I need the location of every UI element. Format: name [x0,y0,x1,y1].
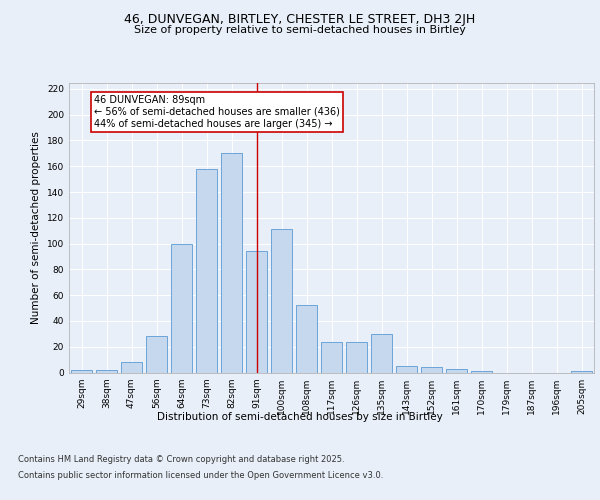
Bar [346,342,367,372]
Bar [321,342,342,372]
Text: 46, DUNVEGAN, BIRTLEY, CHESTER LE STREET, DH3 2JH: 46, DUNVEGAN, BIRTLEY, CHESTER LE STREET… [124,12,476,26]
Bar [196,169,217,372]
Bar [121,362,142,372]
Bar [396,366,417,372]
Bar [221,154,242,372]
Y-axis label: Number of semi-detached properties: Number of semi-detached properties [31,131,41,324]
Bar [271,230,292,372]
Bar [96,370,117,372]
Text: 46 DUNVEGAN: 89sqm
← 56% of semi-detached houses are smaller (436)
44% of semi-d: 46 DUNVEGAN: 89sqm ← 56% of semi-detache… [94,96,340,128]
Bar [446,368,467,372]
Bar [246,252,267,372]
Bar [471,371,492,372]
Bar [371,334,392,372]
Bar [171,244,192,372]
Text: Size of property relative to semi-detached houses in Birtley: Size of property relative to semi-detach… [134,25,466,35]
Bar [296,306,317,372]
Text: Distribution of semi-detached houses by size in Birtley: Distribution of semi-detached houses by … [157,412,443,422]
Bar [571,371,592,372]
Bar [421,368,442,372]
Text: Contains HM Land Registry data © Crown copyright and database right 2025.: Contains HM Land Registry data © Crown c… [18,455,344,464]
Bar [146,336,167,372]
Bar [71,370,92,372]
Text: Contains public sector information licensed under the Open Government Licence v3: Contains public sector information licen… [18,471,383,480]
